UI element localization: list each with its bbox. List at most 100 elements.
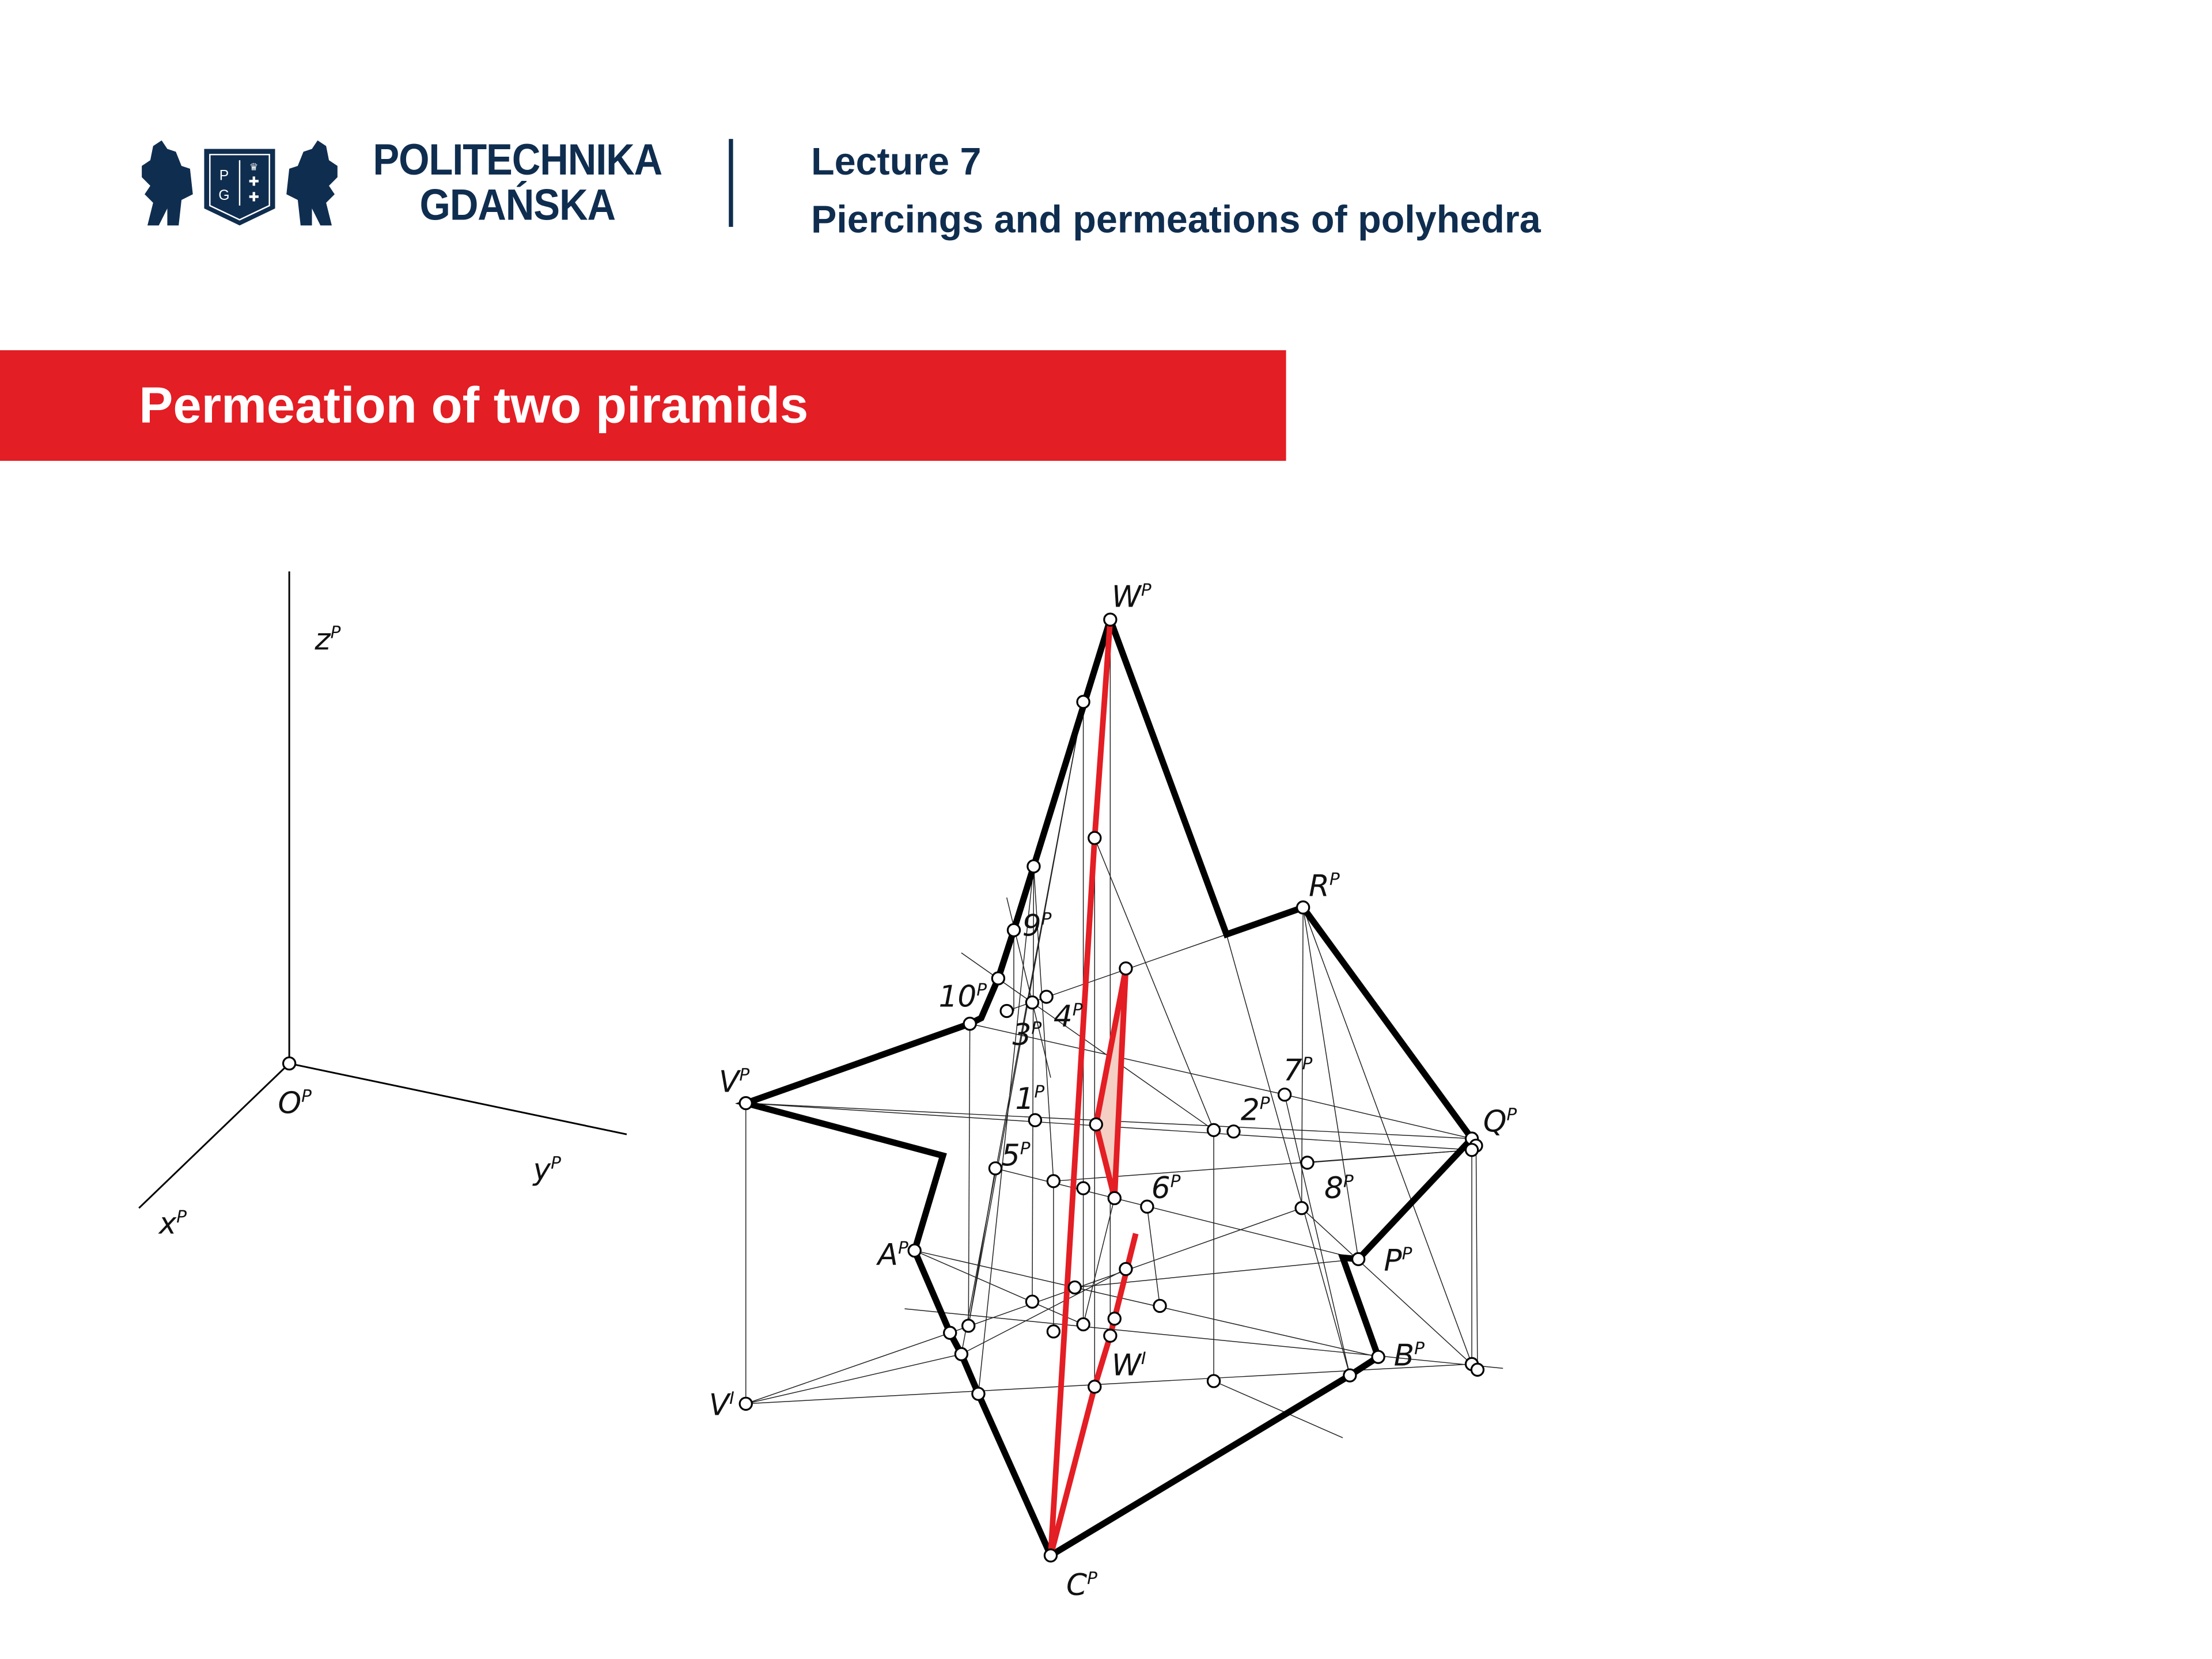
label-base: V	[709, 1388, 732, 1423]
point-marker	[1089, 1117, 1103, 1132]
label-base: 8	[1324, 1171, 1343, 1206]
axis-label: zP	[314, 622, 340, 657]
label-base: x	[158, 1207, 177, 1241]
point-marker	[1371, 1350, 1385, 1364]
label-base: 4	[1054, 999, 1073, 1034]
construction-line	[969, 1023, 1285, 1095]
label-superscript: P	[301, 1086, 312, 1106]
label-superscript: P	[976, 980, 987, 999]
svg-text:G: G	[218, 188, 229, 203]
construction-line	[1226, 934, 1351, 1376]
label-superscript: P	[898, 1238, 908, 1257]
point-label: 1P	[1015, 1082, 1044, 1116]
label-superscript: P	[1330, 869, 1340, 889]
svg-text:✚: ✚	[248, 190, 259, 205]
label-base: R	[1309, 869, 1330, 904]
point-marker	[1067, 1280, 1082, 1295]
label-base: z	[314, 622, 331, 657]
construction-line	[1213, 1380, 1343, 1438]
label-superscript: P	[1073, 999, 1083, 1019]
label-superscript: P	[1141, 580, 1152, 600]
label-superscript: P	[331, 623, 341, 642]
point-marker	[1153, 1298, 1167, 1313]
point-marker	[1076, 1181, 1090, 1195]
label-base: 6	[1152, 1171, 1171, 1206]
construction-line	[914, 1250, 1084, 1325]
construction-line	[1146, 1206, 1161, 1306]
point-marker	[1107, 1191, 1122, 1206]
label-base: Q	[1483, 1104, 1507, 1139]
point-marker	[1277, 1088, 1292, 1102]
construction-line	[745, 1332, 950, 1404]
point-label: RP	[1309, 869, 1340, 904]
construction-line	[968, 1024, 971, 1326]
point-label: VP	[719, 1065, 749, 1099]
label-base: 10	[939, 980, 977, 1014]
label-superscript: P	[1260, 1093, 1270, 1113]
label-base: 7	[1283, 1054, 1302, 1088]
point-marker	[1464, 1143, 1479, 1157]
point-marker	[282, 1056, 297, 1071]
label-base: V	[719, 1065, 741, 1099]
construction-line	[1006, 934, 1227, 1012]
point-label: WP	[1112, 580, 1152, 615]
point-marker	[1294, 1201, 1309, 1215]
coordinate-axes	[138, 571, 627, 1209]
label-superscript: P	[1171, 1171, 1181, 1191]
label-base: A	[876, 1238, 898, 1272]
point-marker	[1043, 1548, 1058, 1563]
label-base: C	[1066, 1568, 1087, 1603]
point-marker	[999, 1003, 1014, 1018]
svg-text:✚: ✚	[248, 174, 259, 189]
point-marker	[1076, 1317, 1090, 1332]
svg-text:P: P	[219, 168, 229, 184]
label-base: y	[532, 1153, 552, 1187]
construction-line	[1302, 907, 1359, 1259]
brand-line-1: POLITECHNIKA	[373, 134, 662, 184]
construction-line	[1032, 866, 1035, 1302]
label-base: W	[1112, 580, 1142, 615]
label-superscript: P	[1402, 1244, 1412, 1263]
point-label: PP	[1384, 1244, 1412, 1278]
construction-line	[1301, 907, 1304, 1209]
axis-line	[138, 1063, 290, 1209]
point-marker	[1006, 923, 1021, 937]
point-label: WI	[1112, 1349, 1146, 1383]
label-superscript: I	[1141, 1349, 1146, 1368]
point-marker	[1470, 1362, 1485, 1377]
label-superscript: P	[1041, 909, 1052, 929]
slide-title: Permeation of two piramids	[139, 376, 809, 434]
point-label: 7P	[1283, 1054, 1313, 1088]
label-superscript: P	[1031, 1018, 1041, 1037]
construction-line	[904, 1308, 1503, 1369]
construction-line	[1082, 1198, 1115, 1325]
construction-line	[961, 702, 1084, 1354]
label-superscript: P	[176, 1207, 187, 1226]
construction-line	[1475, 1145, 1478, 1370]
construction-line	[1094, 838, 1214, 1131]
point-marker	[991, 971, 1006, 986]
title-band	[0, 350, 1286, 461]
svg-text:♛: ♛	[249, 161, 258, 173]
point-label: 3P	[1013, 1018, 1042, 1052]
point-label: BP	[1394, 1338, 1425, 1373]
point-marker	[738, 1096, 753, 1111]
label-superscript: I	[729, 1388, 734, 1408]
point-label: 4P	[1054, 999, 1083, 1034]
point-label: 2P	[1241, 1093, 1270, 1128]
construction-line	[745, 1354, 962, 1404]
construction-line	[968, 1168, 996, 1326]
header-divider	[729, 139, 733, 227]
label-superscript: P	[1343, 1171, 1354, 1191]
point-marker	[1088, 831, 1102, 845]
construction-line	[978, 866, 1035, 1394]
construction-line	[1284, 1094, 1351, 1376]
axis-label: xP	[158, 1207, 187, 1241]
point-marker	[1300, 1156, 1315, 1170]
point-label: AP	[876, 1238, 908, 1272]
point-marker	[1140, 1199, 1154, 1214]
point-marker	[1206, 1123, 1221, 1137]
